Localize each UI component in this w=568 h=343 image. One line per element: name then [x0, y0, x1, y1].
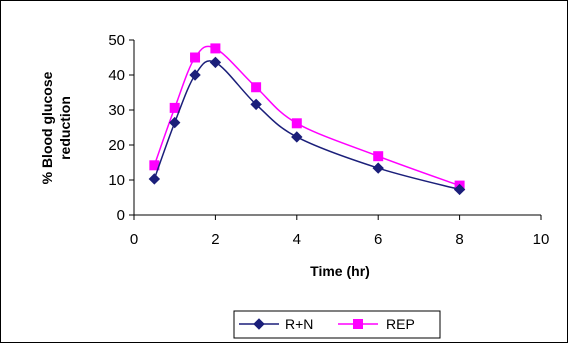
data-point-r-n: [453, 183, 466, 196]
y-tick-label: 40: [108, 67, 125, 84]
y-tick-label: 30: [108, 102, 125, 119]
legend: R+N REP: [233, 310, 441, 339]
x-tick-label: 10: [533, 231, 550, 248]
data-point-r-n: [209, 56, 222, 69]
x-tick-label: 8: [455, 231, 463, 248]
series-group: [148, 43, 466, 196]
series-r-n: [148, 56, 466, 196]
legend-label-r-n: R+N: [285, 316, 313, 332]
y-axis-title-line-1: % Blood glucose: [39, 71, 55, 184]
legend-marker-rep: [353, 319, 363, 329]
series-line-r-n: [153, 60, 460, 191]
y-tick-label: 0: [117, 207, 125, 224]
y-axis-title-line-2: reduction: [57, 96, 73, 160]
x-tick-label: 2: [211, 231, 219, 248]
x-ticks: 0 2 4 6 8 10: [130, 215, 550, 248]
data-point-rep: [210, 43, 221, 54]
data-point-r-n: [372, 162, 384, 174]
data-point-rep: [291, 118, 302, 129]
x-tick-label: 4: [293, 231, 301, 248]
legend-marker-shape-r-n: [253, 318, 265, 330]
y-tick-label: 10: [108, 172, 125, 189]
legend-label-rep: REP: [386, 316, 415, 332]
x-tick-label: 6: [374, 231, 382, 248]
data-point-r-n: [168, 116, 181, 129]
data-point-rep: [373, 151, 384, 162]
data-point-rep: [169, 102, 180, 113]
y-tick-label: 20: [108, 137, 125, 154]
series-rep: [149, 43, 465, 191]
y-tick-label: 50: [108, 32, 125, 49]
x-axis-title: Time (hr): [310, 263, 370, 279]
data-point-r-n: [291, 131, 303, 143]
legend-marker-shape-rep: [353, 319, 363, 329]
data-point-rep: [190, 52, 201, 63]
y-ticks: 0 10 20 30 40 50: [108, 32, 134, 224]
data-point-r-n: [250, 98, 262, 111]
data-point-r-n: [189, 69, 201, 81]
data-point-r-n: [148, 173, 161, 185]
data-point-rep: [251, 82, 262, 93]
x-tick-label: 0: [130, 231, 138, 248]
legend-marker-r-n: [253, 318, 265, 330]
